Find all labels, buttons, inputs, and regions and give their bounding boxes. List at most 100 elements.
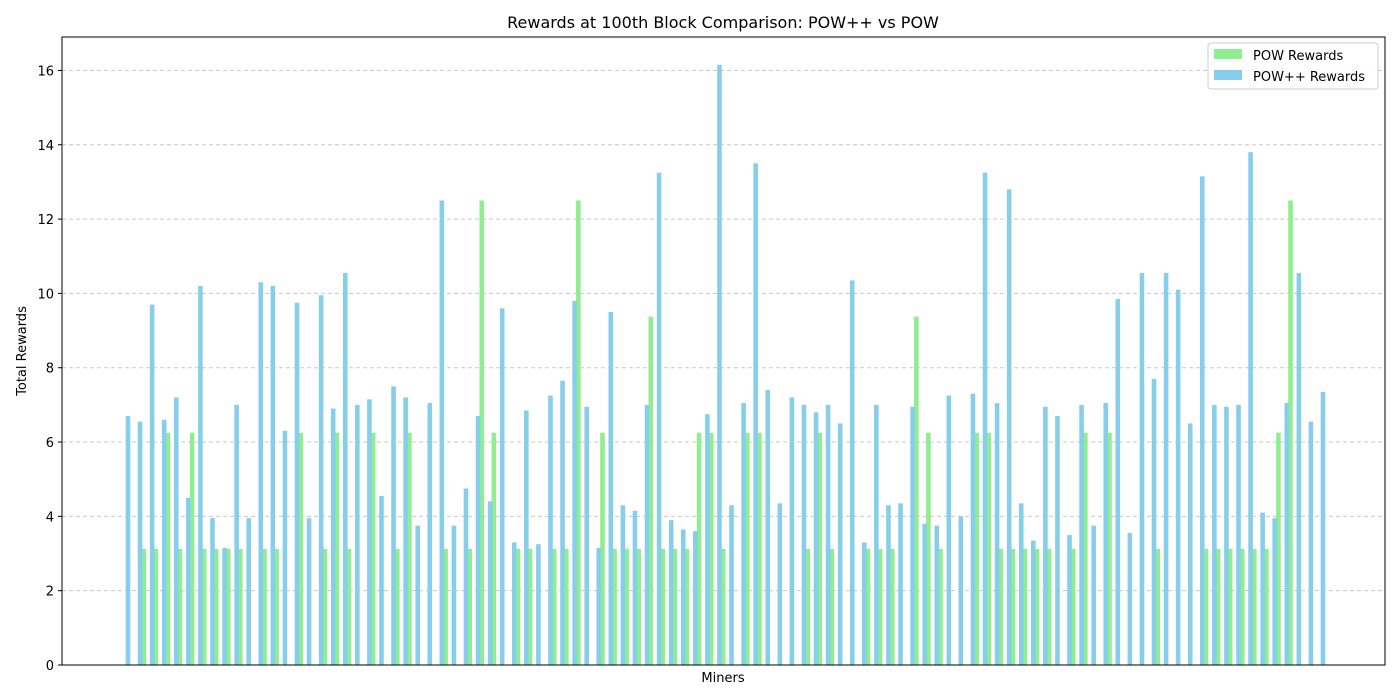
bar-pow-rewards [563,548,569,665]
bar-powpp-rewards [1031,540,1036,665]
bar-pow-rewards [914,316,919,665]
bar-powpp-rewards [1260,512,1265,665]
bar-pow-rewards [600,432,605,665]
bar-powpp-rewards [1187,423,1193,665]
bar-pow-rewards [201,548,207,665]
bar-powpp-rewards [270,285,276,665]
bar-powpp-rewards [1006,189,1012,665]
bar-powpp-rewards [499,308,505,665]
bar-powpp-rewards [1127,533,1133,665]
bar-powpp-rewards [596,547,602,665]
bar-powpp-rewards [825,404,831,665]
bar-powpp-rewards [137,421,143,665]
bar-pow-rewards [612,548,617,665]
bar-powpp-rewards [1175,289,1181,665]
bar-powpp-rewards [693,531,698,665]
legend-box [1207,42,1379,90]
bar-pow-rewards [986,432,992,665]
bar-powpp-rewards [1055,416,1060,665]
bar-powpp-rewards [173,397,179,665]
bar-pow-rewards [576,200,581,665]
legend-swatch-powpp [1214,70,1242,80]
bar-powpp-rewards [849,280,855,665]
bar-powpp-rewards [282,430,288,665]
bar-powpp-rewards [958,516,964,665]
bar-powpp-rewards [560,380,565,665]
bar-pow-rewards [1010,548,1016,665]
bar-pow-rewards [189,432,195,665]
bar-pow-rewards [865,548,871,665]
bar-powpp-rewards [427,403,433,665]
bar-powpp-rewards [1284,403,1290,665]
bar-powpp-rewards [342,272,348,665]
y-tick-label: 16 [37,64,54,79]
bar-powpp-rewards [1320,391,1326,665]
bar-pow-rewards [1203,548,1209,665]
y-tick-label: 8 [46,362,54,377]
bar-powpp-rewards [1091,525,1096,665]
bar-powpp-rewards [1163,272,1169,665]
bar-pow-rewards [1070,548,1076,665]
bar-powpp-rewards [886,505,891,665]
bar-pow-rewards [1107,432,1112,665]
bar-pow-rewards [491,432,497,665]
plot-frame [61,36,1386,666]
bar-powpp-rewards [1079,404,1084,665]
bar-pow-rewards [624,548,629,665]
bar-powpp-rewards [536,544,541,665]
bar-powpp-rewards [234,404,239,665]
bar-pow-rewards [1155,548,1161,665]
bar-powpp-rewards [922,523,927,665]
bar-powpp-rewards [765,390,771,665]
bar-powpp-rewards [946,395,952,665]
bar-pow-rewards [1022,548,1028,665]
bar-powpp-rewards [668,520,674,665]
bar-powpp-rewards [246,518,252,665]
legend: POW Rewards POW++ Rewards [1207,42,1379,90]
bar-pow-rewards [974,432,979,665]
bar-pow-rewards [1034,548,1040,665]
y-axis-ticks: 0 2 4 6 8 10 12 14 16 [37,64,62,674]
bar-pow-rewards [889,548,895,665]
bar-powpp-rewards [608,311,614,665]
bar-powpp-rewards [511,542,517,665]
legend-label-pow: POW Rewards [1253,49,1343,64]
bar-pow-rewards [660,548,666,665]
bar-powpp-rewards [367,399,372,665]
chart-title: Rewards at 100th Block Comparison: POW++… [507,13,939,32]
bar-powpp-rewards [910,406,915,665]
bar-powpp-rewards [789,397,795,665]
bar-powpp-rewards [801,404,807,665]
bar-powpp-rewards [391,386,396,665]
bar-pow-rewards [1252,548,1257,665]
bar-pow-rewards [1215,548,1221,665]
bar-powpp-rewards [874,404,879,665]
bar-powpp-rewards [813,412,819,665]
bar-pow-rewards [1276,432,1281,665]
bar-pow-rewards [443,548,448,665]
bar-pow-rewards [938,548,943,665]
bar-pow-rewards [213,548,219,665]
bar-pow-rewards [274,548,279,665]
bar-pow-rewards [757,432,762,665]
bar-pow-rewards [684,548,690,665]
bar-powpp-rewards [1248,152,1253,666]
bars [125,64,1326,666]
bar-pow-rewards [153,548,159,665]
bar-pow-rewards [527,548,533,665]
bar-powpp-rewards [1043,406,1048,665]
bar-pow-rewards [407,432,412,665]
bar-powpp-rewards [451,525,457,665]
bar-powpp-rewards [439,200,445,665]
y-tick-label: 0 [46,659,54,674]
bar-powpp-rewards [463,488,469,665]
bar-pow-rewards [177,548,183,665]
bar-powpp-rewards [1308,421,1314,665]
bar-pow-rewards [636,548,642,665]
bar-powpp-rewards [222,547,227,665]
bar-powpp-rewards [306,518,312,665]
bar-pow-rewards [141,548,147,665]
gridlines [62,69,1385,592]
y-tick-label: 2 [46,585,54,600]
